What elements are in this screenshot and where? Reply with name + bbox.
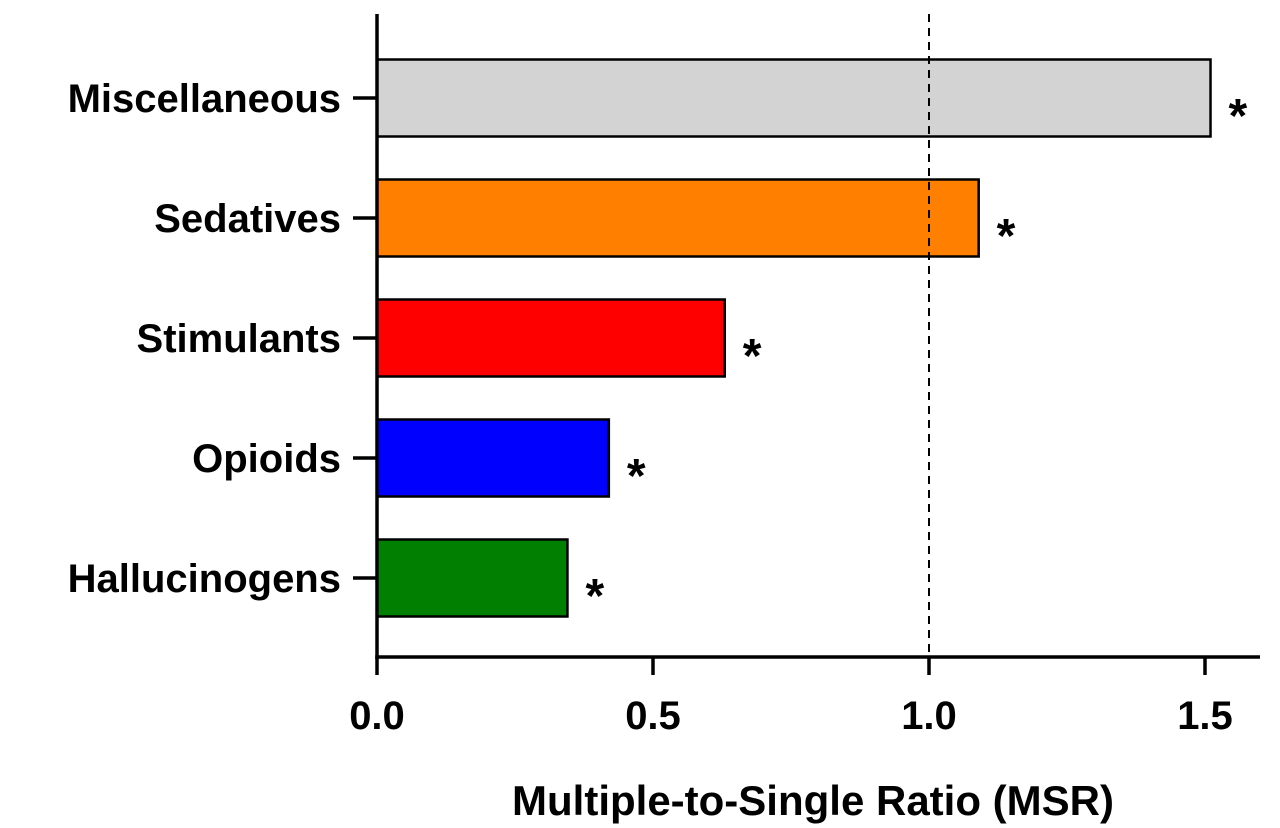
- bar-hallucinogens: [375, 538, 569, 618]
- axes-layer: [353, 14, 1260, 675]
- category-label-sedatives: Sedatives: [154, 197, 341, 241]
- significance-marker-hallucinogens: *: [585, 570, 604, 623]
- significance-marker-stimulants: *: [743, 330, 762, 383]
- significance-marker-sedatives: *: [997, 210, 1016, 263]
- category-label-miscellaneous: Miscellaneous: [68, 77, 341, 121]
- bars-layer: [375, 58, 1212, 618]
- x-tick-label-1-0: 1.0: [901, 694, 957, 738]
- category-label-stimulants: Stimulants: [137, 317, 341, 361]
- bar-sedatives: [375, 178, 980, 258]
- bar-opioids: [375, 418, 611, 498]
- significance-marker-opioids: *: [627, 450, 646, 503]
- x-tick-label-1-5: 1.5: [1177, 694, 1233, 738]
- x-tick-label-0-5: 0.5: [625, 694, 681, 738]
- x-axis-title: Multiple-to-Single Ratio (MSR): [512, 777, 1114, 824]
- x-tick-label-0-0: 0.0: [349, 694, 405, 738]
- category-label-opioids: Opioids: [192, 437, 341, 481]
- labels-layer: Miscellaneous * Sedatives * Stimulants * Opioi…: [68, 77, 1248, 738]
- category-label-hallucinogens: Hallucinogens: [68, 557, 341, 601]
- significance-marker-miscellaneous: *: [1229, 90, 1248, 143]
- bar-stimulants: [375, 298, 727, 378]
- bar-miscellaneous: [375, 58, 1212, 138]
